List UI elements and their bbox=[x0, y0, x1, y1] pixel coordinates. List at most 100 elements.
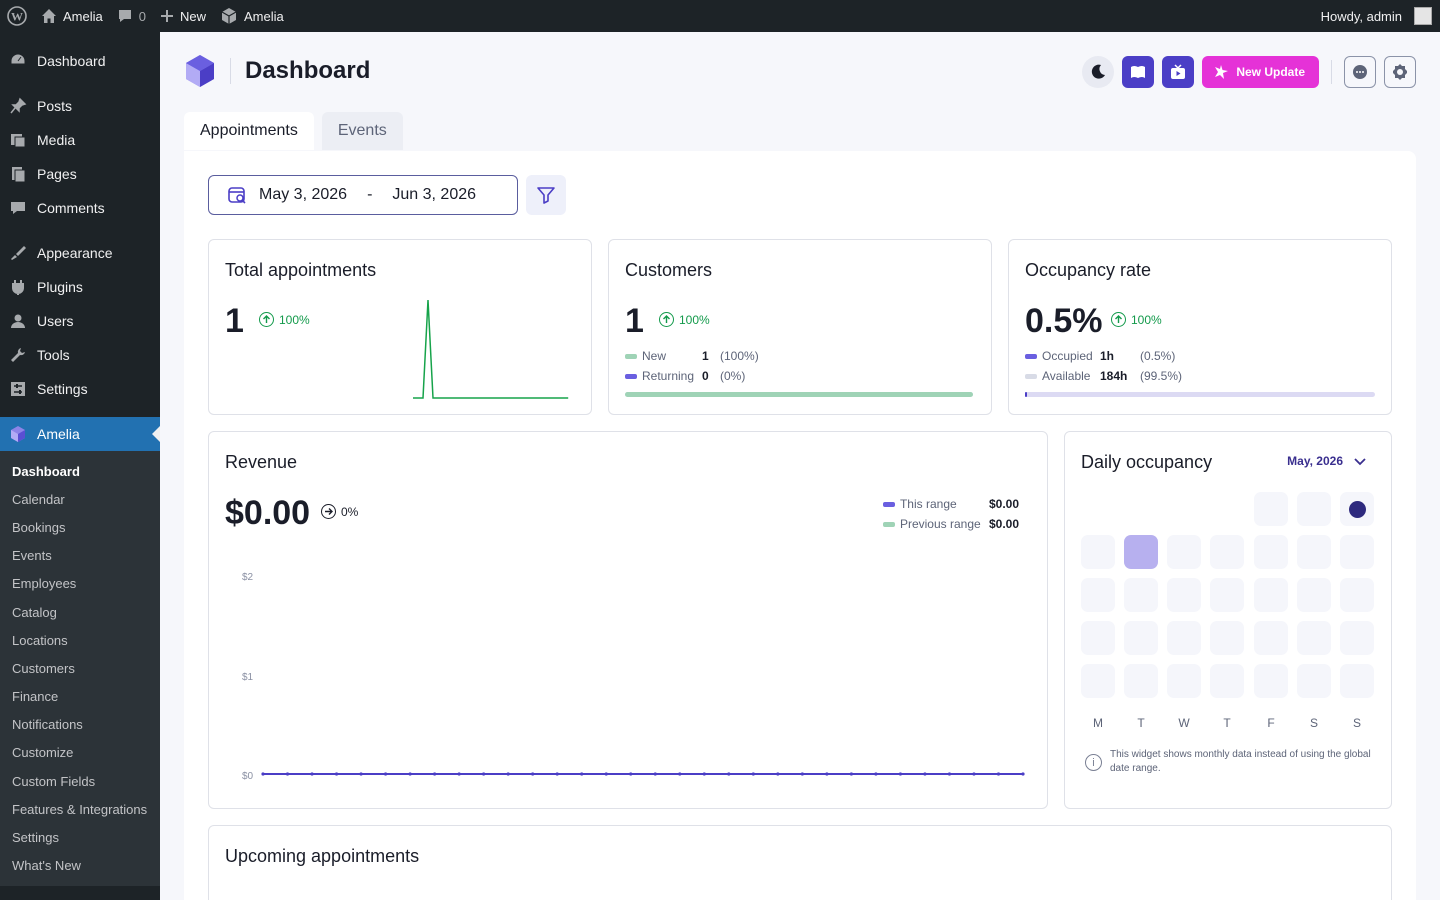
menu-pages[interactable]: Pages bbox=[0, 157, 160, 191]
calendar-day[interactable] bbox=[1254, 621, 1288, 655]
submenu-features-integrations[interactable]: Features & Integrations bbox=[12, 801, 148, 817]
pages-icon bbox=[8, 164, 28, 184]
menu-posts[interactable]: Posts bbox=[0, 89, 160, 123]
calendar-day[interactable] bbox=[1297, 492, 1331, 526]
documentation-button[interactable] bbox=[1122, 56, 1155, 88]
card-title: Revenue bbox=[225, 452, 298, 472]
calendar-day[interactable] bbox=[1124, 621, 1158, 655]
submenu-dashboard[interactable]: Dashboard bbox=[12, 463, 80, 479]
submenu-settings[interactable]: Settings bbox=[12, 830, 59, 846]
occupied-percent: (0.5%) bbox=[1140, 349, 1176, 363]
submenu-custom-fields[interactable]: Custom Fields bbox=[12, 773, 96, 789]
header-divider bbox=[230, 58, 231, 84]
new-customers-row: New 1 (100%) bbox=[625, 349, 759, 363]
my-account-link[interactable]: Howdy, admin bbox=[1314, 0, 1440, 32]
menu-amelia[interactable]: Amelia bbox=[0, 417, 160, 451]
submenu-whats-new[interactable]: What's New bbox=[12, 858, 81, 874]
calendar-day[interactable] bbox=[1167, 535, 1201, 569]
calendar-day[interactable] bbox=[1254, 664, 1288, 698]
submenu-customize[interactable]: Customize bbox=[12, 745, 74, 761]
today-dot bbox=[1348, 500, 1366, 518]
submenu-locations[interactable]: Locations bbox=[12, 632, 68, 648]
menu-plugins[interactable]: Plugins bbox=[0, 270, 160, 304]
calendar-day[interactable] bbox=[1210, 578, 1244, 612]
legend-swatch bbox=[625, 353, 637, 359]
month-select[interactable]: May, 2026 bbox=[1287, 454, 1367, 468]
calendar-day[interactable] bbox=[1297, 535, 1331, 569]
calendar-day[interactable] bbox=[1254, 578, 1288, 612]
revenue-point bbox=[506, 772, 510, 776]
menu-settings[interactable]: Settings bbox=[0, 372, 160, 406]
daily-occupancy-card: Daily occupancy May, 2026 bbox=[1064, 431, 1392, 809]
calendar-day-today[interactable] bbox=[1340, 492, 1374, 526]
submenu-customers[interactable]: Customers bbox=[12, 660, 75, 676]
site-name-link[interactable]: Amelia bbox=[34, 0, 110, 32]
wordpress-logo-button[interactable]: W bbox=[0, 0, 34, 32]
calendar-day[interactable] bbox=[1167, 664, 1201, 698]
calendar-day[interactable] bbox=[1210, 621, 1244, 655]
new-content-link[interactable]: New bbox=[153, 0, 213, 32]
calendar-day[interactable] bbox=[1254, 492, 1288, 526]
calendar-day[interactable] bbox=[1210, 664, 1244, 698]
calendar-day[interactable] bbox=[1081, 621, 1115, 655]
customers-card: Customers 1 100% New 1 (100%) Returning … bbox=[608, 239, 992, 415]
amelia-submenu: Dashboard Calendar Bookings Events Emplo… bbox=[0, 451, 160, 886]
chat-button[interactable] bbox=[1344, 56, 1376, 88]
calendar-day[interactable] bbox=[1210, 535, 1244, 569]
menu-tools[interactable]: Tools bbox=[0, 338, 160, 372]
revenue-point bbox=[555, 772, 559, 776]
date-range-picker[interactable]: May 3, 2026 - Jun 3, 2026 bbox=[208, 175, 518, 215]
customers-progress-track bbox=[625, 392, 973, 397]
menu-appearance[interactable]: Appearance bbox=[0, 236, 160, 270]
calendar-day[interactable] bbox=[1124, 578, 1158, 612]
calendar-day[interactable] bbox=[1297, 578, 1331, 612]
submenu-calendar[interactable]: Calendar bbox=[12, 491, 65, 507]
info-icon: i bbox=[1085, 754, 1102, 771]
submenu-events[interactable]: Events bbox=[12, 548, 52, 564]
dark-mode-toggle[interactable] bbox=[1082, 56, 1115, 88]
tab-appointments[interactable]: Appointments bbox=[184, 112, 314, 150]
submenu-notifications[interactable]: Notifications bbox=[12, 717, 83, 733]
menu-users[interactable]: Users bbox=[0, 304, 160, 338]
menu-label: Comments bbox=[37, 200, 105, 216]
calendar-day[interactable] bbox=[1340, 664, 1374, 698]
calendar-day[interactable] bbox=[1297, 664, 1331, 698]
change-value: 0% bbox=[341, 504, 359, 519]
y-tick-label: $0 bbox=[242, 771, 254, 782]
main-content: Dashboard New Update Appointments Events bbox=[160, 32, 1440, 900]
revenue-point bbox=[408, 772, 412, 776]
menu-label: Appearance bbox=[37, 245, 113, 261]
new-update-label: New Update bbox=[1236, 65, 1305, 79]
menu-comments[interactable]: Comments bbox=[0, 191, 160, 225]
calendar-day-occupied[interactable] bbox=[1124, 535, 1158, 569]
calendar-day[interactable] bbox=[1340, 621, 1374, 655]
calendar-day[interactable] bbox=[1081, 578, 1115, 612]
moon-icon bbox=[1092, 64, 1106, 79]
calendar-day[interactable] bbox=[1297, 621, 1331, 655]
tab-events[interactable]: Events bbox=[321, 112, 403, 150]
menu-media[interactable]: Media bbox=[0, 123, 160, 157]
video-tutorials-button[interactable] bbox=[1162, 56, 1195, 88]
new-update-button[interactable]: New Update bbox=[1202, 56, 1319, 88]
filter-button[interactable] bbox=[526, 175, 566, 215]
submenu-finance[interactable]: Finance bbox=[12, 689, 59, 705]
y-tick-label: $1 bbox=[242, 672, 254, 683]
comment-icon bbox=[8, 198, 28, 218]
settings-button[interactable] bbox=[1384, 56, 1416, 88]
legend-swatch bbox=[882, 521, 895, 527]
submenu-employees[interactable]: Employees bbox=[12, 576, 77, 592]
calendar-day[interactable] bbox=[1081, 535, 1115, 569]
calendar-day[interactable] bbox=[1340, 578, 1374, 612]
submenu-bookings[interactable]: Bookings bbox=[12, 519, 66, 535]
calendar-day[interactable] bbox=[1340, 535, 1374, 569]
calendar-day[interactable] bbox=[1167, 621, 1201, 655]
revenue-card: Revenue $0.00 0% This range $0.00 Previo… bbox=[208, 431, 1048, 809]
menu-dashboard[interactable]: Dashboard bbox=[0, 44, 160, 78]
calendar-day[interactable] bbox=[1124, 664, 1158, 698]
calendar-day[interactable] bbox=[1081, 664, 1115, 698]
calendar-day[interactable] bbox=[1254, 535, 1288, 569]
calendar-day[interactable] bbox=[1167, 578, 1201, 612]
submenu-catalog[interactable]: Catalog bbox=[12, 604, 57, 620]
amelia-link[interactable]: Amelia bbox=[213, 0, 291, 32]
comments-link[interactable]: 0 bbox=[110, 0, 153, 32]
